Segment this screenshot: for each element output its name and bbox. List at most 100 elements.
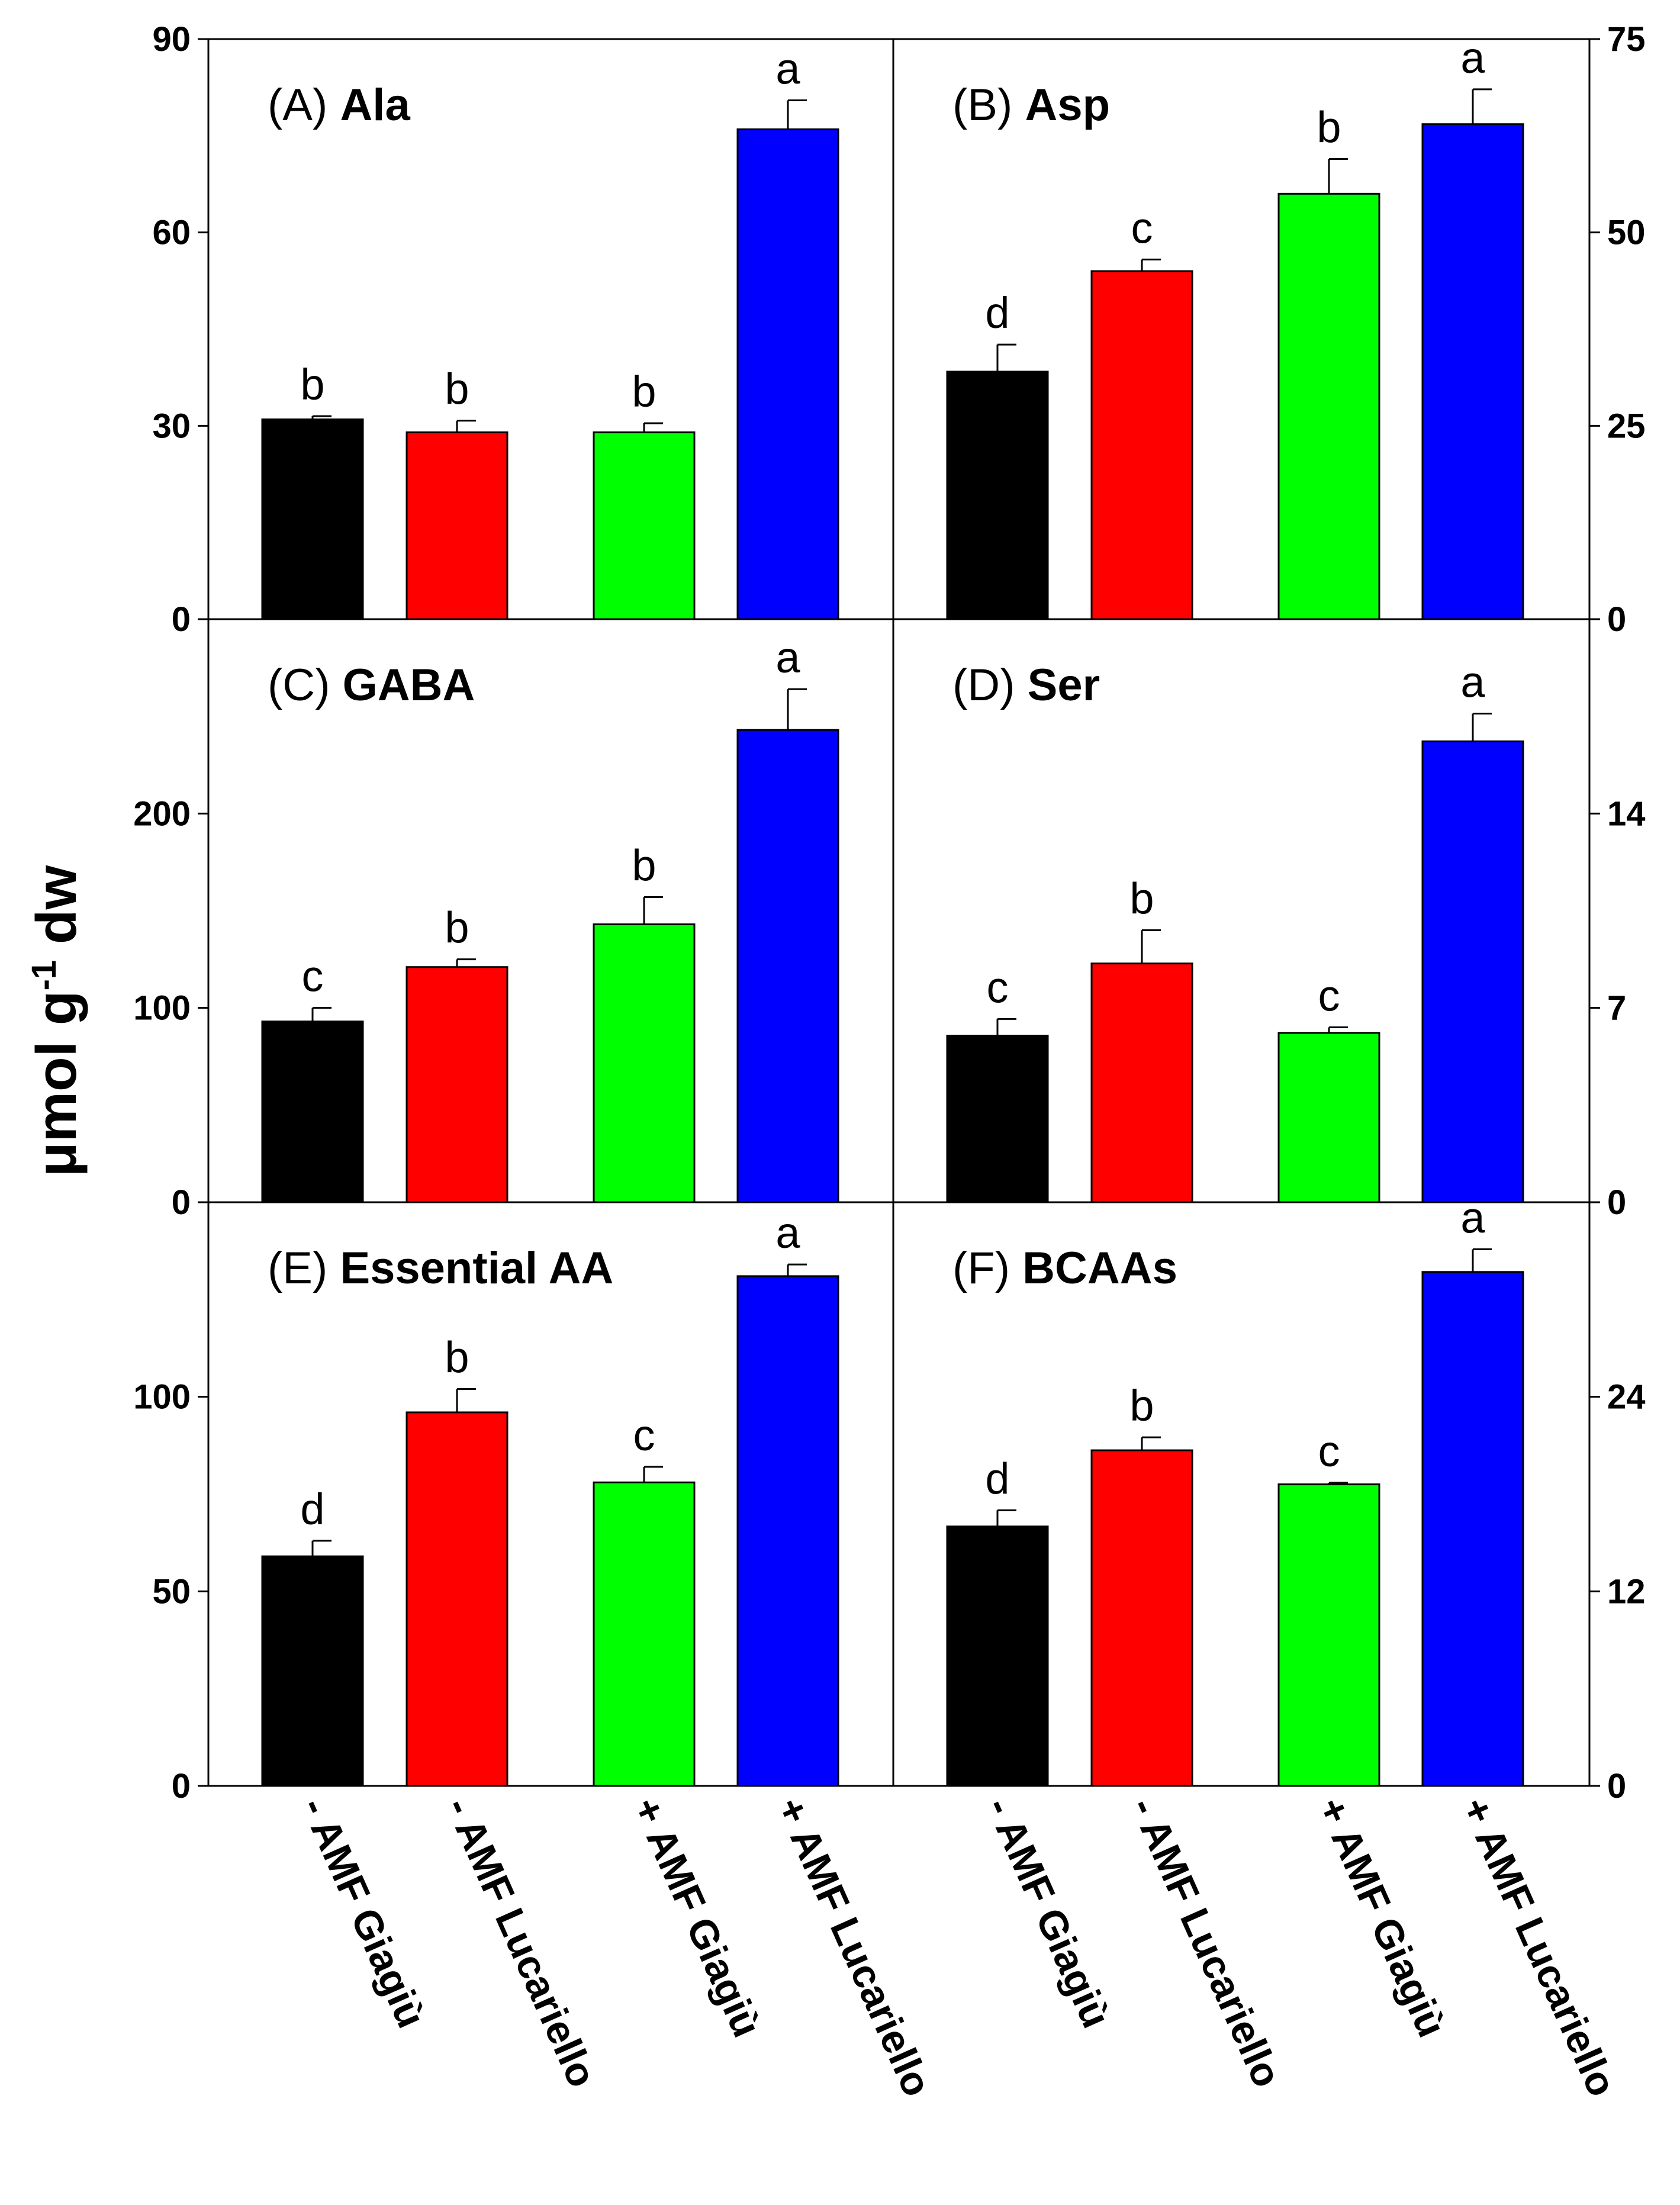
panel-title: (B) Asp (952, 80, 1110, 130)
y-tick-label: 100 (133, 1378, 191, 1417)
y-tick-label: 0 (1607, 1767, 1626, 1805)
significance-letter: c (1318, 1427, 1340, 1476)
panel-c: 0 100 200 (C) GABA c b b a (133, 618, 894, 1222)
y-tick-label: 0 (172, 1767, 191, 1805)
panel-name: GABA (343, 660, 475, 710)
bar (593, 923, 696, 1203)
significance-letter: a (775, 44, 800, 93)
panel-d: 0 7 14 (D) Ser c b c a (892, 618, 1646, 1222)
x-category-labels: - AMF Giagiù - AMF Lucariello + AMF Giagiù… (292, 1791, 1624, 2103)
bar (1277, 1032, 1380, 1203)
bar (593, 431, 696, 620)
x-category-label: - AMF Lucariello (437, 1791, 605, 2094)
bar (736, 128, 839, 620)
significance-letter: b (1129, 1381, 1154, 1430)
bar (1277, 1483, 1380, 1787)
x-category-label: - AMF Lucariello (1122, 1791, 1290, 2094)
bar (1090, 963, 1193, 1203)
x-category-label: - AMF Giagiù (292, 1791, 434, 2035)
significance-letter: b (445, 365, 469, 414)
significance-letter: c (1131, 203, 1153, 252)
significance-letter: a (1460, 33, 1485, 82)
significance-letter: d (985, 1454, 1009, 1503)
significance-letter: b (445, 903, 469, 952)
bar (736, 729, 839, 1203)
significance-letter: a (1460, 1193, 1485, 1242)
significance-letter: a (1460, 657, 1485, 706)
bar (405, 1411, 508, 1787)
significance-letter: d (985, 288, 1009, 337)
y-axis-label-main: μmol g (25, 990, 88, 1177)
y-tick-label: 30 (152, 407, 191, 445)
bar (1421, 740, 1524, 1203)
y-tick-label: 7 (1607, 989, 1626, 1028)
x-category-label: + AMF Giagiù (1309, 1791, 1454, 2043)
panel-letter: (B) (952, 80, 1025, 130)
y-tick-label: 100 (133, 989, 191, 1028)
bar (593, 1481, 696, 1787)
bar (946, 371, 1049, 620)
y-tick-label: 50 (152, 1572, 191, 1611)
panels-layer: 0 30 60 90 (A) Ala b b b a 0 25 50 75 (B) Asp d c b a 0 100… (133, 20, 1645, 1805)
significance-letter: b (300, 360, 324, 409)
y-tick-label: 60 (152, 214, 191, 252)
bar (946, 1035, 1049, 1203)
x-category-label: - AMF Giagiù (977, 1791, 1119, 2035)
y-tick-label: 0 (172, 1183, 191, 1222)
panel-name: Essential AA (340, 1243, 613, 1293)
y-tick-label: 200 (133, 794, 191, 833)
bar (1090, 270, 1193, 620)
y-axis-label: μmol g-1 dw (25, 865, 88, 1177)
y-tick-label: 14 (1607, 794, 1646, 833)
panel-title: (D) Ser (952, 660, 1100, 710)
significance-letter: b (1317, 103, 1341, 152)
panel-e: 0 50 100 (E) Essential AA d b c a (133, 1201, 894, 1805)
y-tick-label: 25 (1607, 407, 1646, 445)
y-tick-label: 90 (152, 20, 191, 59)
significance-letter: c (302, 952, 324, 1001)
panel-title: (F) BCAAs (952, 1243, 1177, 1293)
bar (261, 1021, 364, 1203)
panel-name: Ala (340, 80, 410, 130)
panel-letter: (E) (268, 1243, 340, 1293)
y-tick-label: 0 (1607, 600, 1626, 639)
panel-title: (A) Ala (268, 80, 410, 130)
significance-letter: b (632, 841, 656, 890)
bar (1277, 192, 1380, 620)
significance-letter: b (445, 1333, 469, 1382)
panel-letter: (F) (952, 1243, 1022, 1293)
panel-name: Asp (1025, 80, 1110, 130)
bar (1421, 123, 1524, 620)
x-category-label: + AMF Lucariello (1453, 1791, 1624, 2103)
significance-letter: b (1129, 874, 1154, 923)
significance-letter: c (987, 963, 1009, 1012)
x-category-label: + AMF Giagiù (624, 1791, 770, 2043)
y-axis-label-exponent: -1 (25, 960, 63, 991)
significance-letter: d (300, 1485, 324, 1534)
bar (405, 431, 508, 620)
panel-a: 0 30 60 90 (A) Ala b b b a (152, 20, 894, 639)
y-tick-label: 12 (1607, 1572, 1646, 1611)
panel-letter: (D) (952, 660, 1028, 710)
y-tick-label: 24 (1607, 1378, 1646, 1417)
panel-b: 0 25 50 75 (B) Asp d c b a (892, 20, 1646, 639)
y-axis-label-unit: dw (25, 865, 88, 960)
significance-letter: c (1318, 971, 1340, 1021)
bar (1421, 1271, 1524, 1787)
bar (946, 1525, 1049, 1787)
y-tick-label: 0 (1607, 1183, 1626, 1222)
panel-name: Ser (1028, 660, 1100, 710)
panel-frame (892, 1201, 1591, 1787)
y-tick-label: 75 (1607, 20, 1646, 59)
panel-title: (C) GABA (268, 660, 475, 710)
panel-letter: (A) (268, 80, 340, 130)
significance-letter: b (632, 367, 656, 416)
x-category-label: + AMF Lucariello (768, 1791, 939, 2103)
panel-name: BCAAs (1022, 1243, 1177, 1293)
y-tick-label: 0 (172, 600, 191, 639)
significance-letter: a (775, 1208, 800, 1257)
panel-title: (E) Essential AA (268, 1243, 613, 1293)
bar (261, 1555, 364, 1787)
bar (1090, 1449, 1193, 1787)
